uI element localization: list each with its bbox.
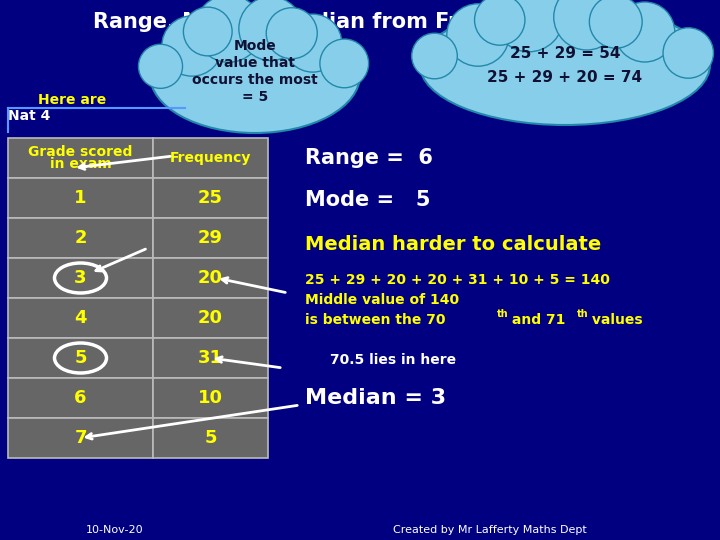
FancyBboxPatch shape: [8, 218, 153, 258]
FancyBboxPatch shape: [153, 378, 268, 418]
Ellipse shape: [420, 5, 710, 125]
Text: Mode: Mode: [233, 39, 276, 53]
Circle shape: [590, 0, 642, 48]
Text: = 5: = 5: [242, 90, 268, 104]
Text: 31: 31: [198, 349, 223, 367]
Circle shape: [284, 14, 342, 72]
FancyBboxPatch shape: [8, 418, 153, 458]
Circle shape: [412, 33, 457, 79]
FancyBboxPatch shape: [8, 298, 153, 338]
Text: 10-Nov-20: 10-Nov-20: [86, 525, 144, 535]
FancyBboxPatch shape: [8, 258, 153, 298]
FancyBboxPatch shape: [153, 258, 268, 298]
Text: Range =  6: Range = 6: [305, 148, 433, 168]
Text: 10: 10: [198, 389, 223, 407]
Text: Frequency: Frequency: [170, 151, 251, 165]
Text: 2: 2: [74, 229, 86, 247]
Text: and 71: and 71: [507, 313, 565, 327]
Text: in exam: in exam: [50, 158, 112, 172]
Circle shape: [195, 0, 262, 62]
Ellipse shape: [150, 17, 360, 133]
Text: 3: 3: [74, 269, 86, 287]
Text: 7: 7: [74, 429, 86, 447]
Circle shape: [239, 0, 302, 60]
Text: 6: 6: [74, 389, 86, 407]
Text: Middle value of 140: Middle value of 140: [305, 293, 459, 307]
Circle shape: [615, 2, 675, 62]
Text: 25: 25: [198, 189, 223, 207]
Text: Created by Mr Lafferty Maths Dept: Created by Mr Lafferty Maths Dept: [393, 525, 587, 535]
Text: Here are: Here are: [38, 93, 107, 107]
Circle shape: [663, 28, 714, 78]
Circle shape: [494, 0, 564, 52]
Circle shape: [138, 44, 183, 89]
Text: 70.5 lies in here: 70.5 lies in here: [330, 353, 456, 367]
FancyBboxPatch shape: [153, 338, 268, 378]
FancyBboxPatch shape: [153, 138, 268, 178]
FancyBboxPatch shape: [8, 138, 153, 178]
Text: values: values: [587, 313, 643, 327]
Text: Median harder to calculate: Median harder to calculate: [305, 235, 601, 254]
Text: th: th: [577, 309, 589, 319]
Text: Range, Mode & Median from Frequency Table: Range, Mode & Median from Frequency Tabl…: [93, 12, 627, 32]
Text: 20: 20: [198, 269, 223, 287]
Text: occurs the most: occurs the most: [192, 73, 318, 87]
Text: 25 + 29 = 54: 25 + 29 = 54: [510, 45, 620, 60]
Text: 29: 29: [198, 229, 223, 247]
FancyBboxPatch shape: [153, 178, 268, 218]
Circle shape: [266, 8, 318, 59]
Circle shape: [447, 4, 509, 66]
Circle shape: [162, 16, 222, 76]
Text: th: th: [497, 309, 508, 319]
Text: 4: 4: [74, 309, 86, 327]
Text: 5: 5: [204, 429, 217, 447]
Text: Nat 4: Nat 4: [8, 109, 50, 123]
Circle shape: [474, 0, 525, 45]
FancyBboxPatch shape: [8, 378, 153, 418]
FancyBboxPatch shape: [153, 218, 268, 258]
FancyBboxPatch shape: [153, 418, 268, 458]
Text: value that: value that: [215, 56, 295, 70]
Text: is between the 70: is between the 70: [305, 313, 446, 327]
Circle shape: [184, 7, 232, 56]
FancyBboxPatch shape: [8, 178, 153, 218]
Text: Grade scored: Grade scored: [28, 145, 132, 159]
Text: 1: 1: [74, 189, 86, 207]
Text: 20: 20: [198, 309, 223, 327]
FancyBboxPatch shape: [8, 338, 153, 378]
FancyBboxPatch shape: [153, 298, 268, 338]
Text: 25 + 29 + 20 + 20 + 31 + 10 + 5 = 140: 25 + 29 + 20 + 20 + 31 + 10 + 5 = 140: [305, 273, 610, 287]
Text: 5: 5: [74, 349, 86, 367]
Text: Median = 3: Median = 3: [305, 388, 446, 408]
Circle shape: [554, 0, 620, 50]
Text: Mode =   5: Mode = 5: [305, 190, 431, 210]
Text: 25 + 29 + 20 = 74: 25 + 29 + 20 = 74: [487, 70, 642, 84]
Circle shape: [320, 39, 369, 88]
